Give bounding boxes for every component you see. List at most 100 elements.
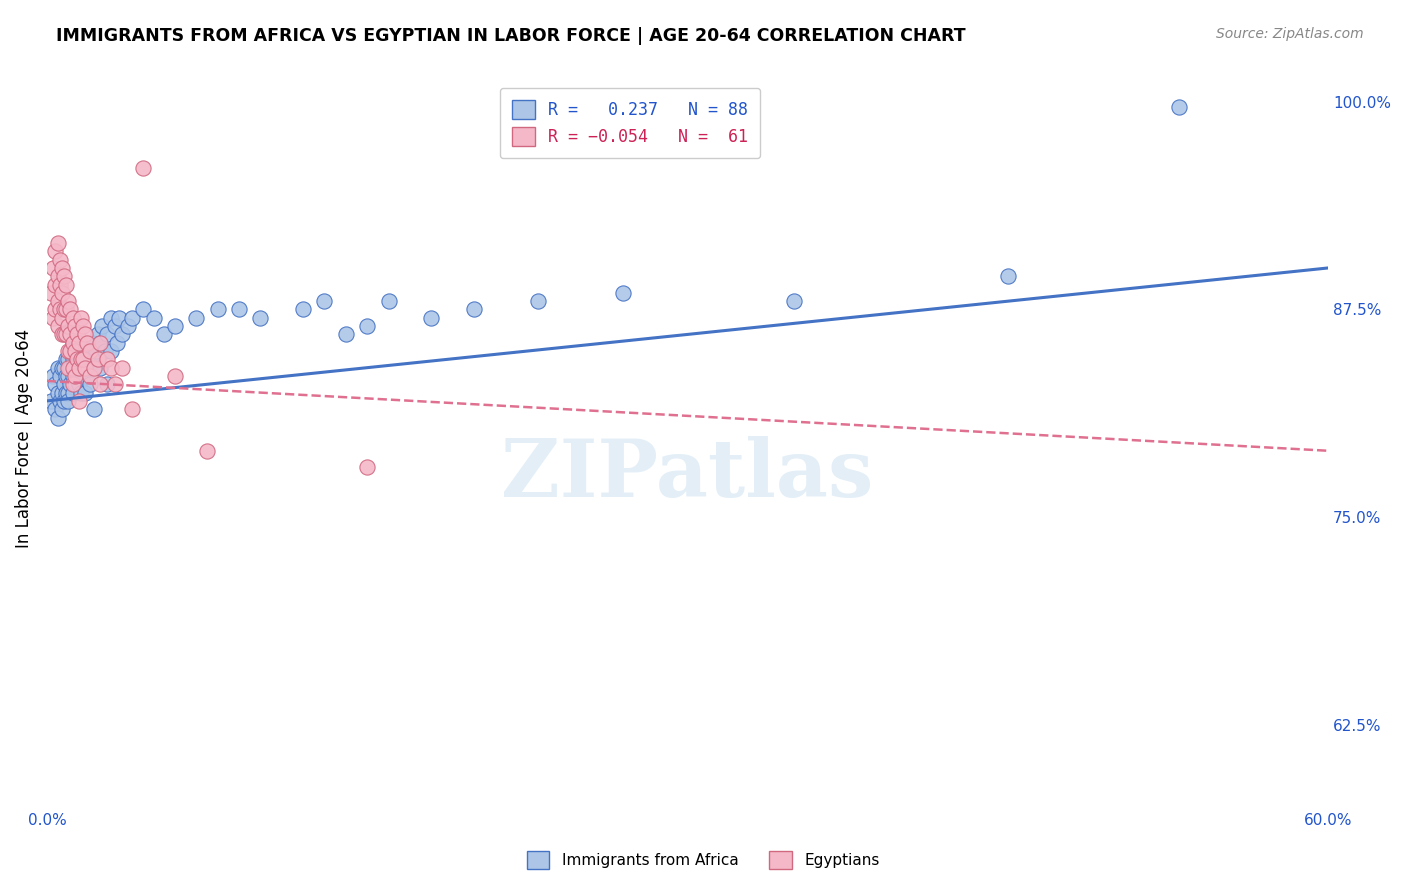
Point: [121, 310, 143, 325]
Point: [52, 327, 75, 342]
Point: [55, 352, 77, 367]
Point: [59, 344, 82, 359]
Point: [44, 377, 66, 392]
Point: [51, 402, 73, 417]
Point: [58, 294, 80, 309]
Point: [70, 344, 93, 359]
Point: [48, 368, 70, 383]
Point: [121, 402, 143, 417]
Point: [52, 377, 75, 392]
Point: [75, 360, 97, 375]
Point: [46, 360, 69, 375]
Point: [96, 377, 118, 392]
Point: [44, 402, 66, 417]
Point: [58, 360, 80, 375]
Point: [63, 377, 86, 392]
Point: [84, 344, 107, 359]
Point: [91, 319, 114, 334]
Point: [55, 368, 77, 383]
Point: [66, 335, 89, 350]
Point: [63, 360, 86, 375]
Point: [58, 352, 80, 367]
Point: [58, 393, 80, 408]
Point: [55, 327, 77, 342]
Point: [111, 360, 134, 375]
Point: [62, 385, 84, 400]
Point: [87, 327, 110, 342]
Point: [46, 269, 69, 284]
Text: ZIPatlas: ZIPatlas: [502, 436, 873, 515]
Point: [79, 377, 101, 392]
Y-axis label: In Labor Force | Age 20-64: In Labor Force | Age 20-64: [15, 329, 32, 548]
Point: [356, 319, 378, 334]
Point: [39, 393, 62, 408]
Point: [59, 327, 82, 342]
Point: [87, 352, 110, 367]
Point: [104, 319, 127, 334]
Point: [142, 310, 165, 325]
Point: [83, 360, 105, 375]
Point: [46, 385, 69, 400]
Point: [51, 327, 73, 342]
Point: [63, 368, 86, 383]
Point: [100, 360, 122, 375]
Point: [111, 327, 134, 342]
Point: [79, 344, 101, 359]
Point: [70, 352, 93, 367]
Point: [72, 352, 94, 367]
Point: [100, 344, 122, 359]
Point: [66, 368, 89, 383]
Legend: R =   0.237   N = 88, R = −0.054   N =  61: R = 0.237 N = 88, R = −0.054 N = 61: [501, 88, 759, 158]
Point: [67, 393, 90, 408]
Point: [463, 302, 485, 317]
Point: [335, 327, 357, 342]
Point: [89, 360, 111, 375]
Text: IMMIGRANTS FROM AFRICA VS EGYPTIAN IN LABOR FORCE | AGE 20-64 CORRELATION CHART: IMMIGRANTS FROM AFRICA VS EGYPTIAN IN LA…: [56, 27, 966, 45]
Point: [48, 252, 70, 267]
Point: [66, 352, 89, 367]
Point: [195, 443, 218, 458]
Legend: Immigrants from Africa, Egyptians: Immigrants from Africa, Egyptians: [520, 845, 886, 875]
Point: [89, 335, 111, 350]
Point: [67, 360, 90, 375]
Point: [67, 335, 90, 350]
Point: [783, 294, 806, 309]
Point: [55, 302, 77, 317]
Point: [75, 335, 97, 350]
Point: [612, 285, 634, 300]
Point: [52, 269, 75, 284]
Point: [51, 385, 73, 400]
Point: [997, 269, 1019, 284]
Point: [63, 344, 86, 359]
Point: [46, 235, 69, 250]
Point: [83, 352, 105, 367]
Point: [186, 310, 208, 325]
Point: [108, 310, 131, 325]
Point: [62, 377, 84, 392]
Point: [51, 285, 73, 300]
Point: [76, 344, 98, 359]
Point: [67, 352, 90, 367]
Point: [46, 294, 69, 309]
Point: [70, 385, 93, 400]
Point: [48, 277, 70, 292]
Point: [59, 377, 82, 392]
Point: [314, 294, 336, 309]
Point: [105, 335, 128, 350]
Point: [228, 302, 250, 317]
Point: [52, 360, 75, 375]
Point: [100, 310, 122, 325]
Point: [63, 319, 86, 334]
Point: [58, 368, 80, 383]
Point: [163, 319, 186, 334]
Point: [44, 277, 66, 292]
Point: [58, 344, 80, 359]
Point: [59, 360, 82, 375]
Point: [132, 302, 155, 317]
Point: [52, 302, 75, 317]
Point: [249, 310, 271, 325]
Point: [75, 327, 97, 342]
Point: [48, 302, 70, 317]
Point: [62, 368, 84, 383]
Point: [66, 352, 89, 367]
